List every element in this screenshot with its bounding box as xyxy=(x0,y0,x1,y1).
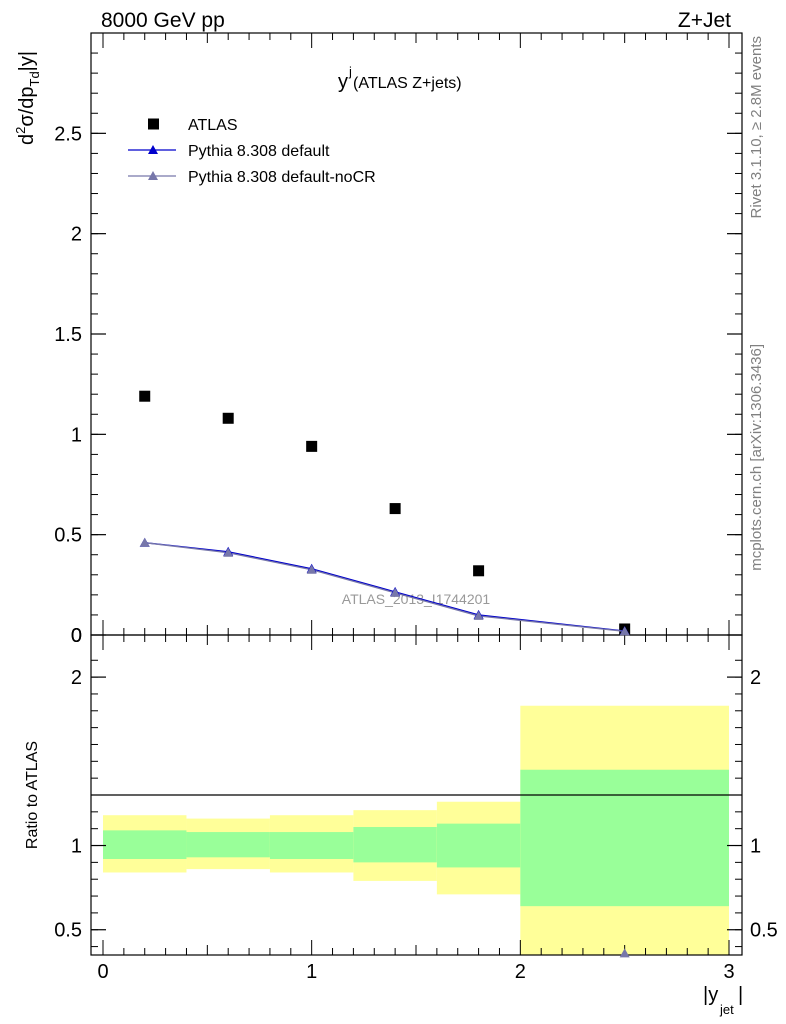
main-series xyxy=(139,390,631,636)
ratio-ylabel: Ratio to ATLAS xyxy=(24,741,41,849)
mc-series-point xyxy=(306,564,317,574)
rivet-label: Rivet 3.1.10, ≥ 2.8M events xyxy=(748,36,765,219)
main-ylabel: d2σ/dpTd|y| xyxy=(13,51,42,145)
ratio-y-tick-label-right: 0.5 xyxy=(750,920,778,942)
atlas-data-point xyxy=(222,412,234,424)
header-right: Z+Jet xyxy=(678,9,731,32)
svg-text:(ATLAS Z+jets): (ATLAS Z+jets) xyxy=(353,75,462,92)
mc-series-point xyxy=(473,610,484,620)
mc-series-line xyxy=(144,542,625,633)
atlas-data-point xyxy=(473,565,485,577)
mc-series-point xyxy=(139,537,150,547)
y-tick-label: 2.5 xyxy=(54,123,82,145)
svg-text:|: | xyxy=(738,984,743,1006)
y-tick-label: 0 xyxy=(71,625,82,647)
atlas-data-point xyxy=(139,390,151,402)
x-axis-title: |y jet | xyxy=(703,984,743,1017)
legend-marker-square xyxy=(148,118,159,130)
y-tick-label-zero: 0 xyxy=(71,625,82,647)
svg-text:j: j xyxy=(348,64,352,79)
svg-text:y: y xyxy=(338,71,348,93)
svg-text:|y: |y xyxy=(703,984,718,1006)
mc-series-point xyxy=(619,626,630,636)
main-axis-ticks: 00.511.522.50 xyxy=(54,33,742,647)
legend-label: Pythia 8.308 default xyxy=(188,143,330,160)
ratio-y-tick-label: 2 xyxy=(71,667,82,689)
ratio-stat-band xyxy=(353,827,437,863)
legend-marker-triangle xyxy=(148,145,158,154)
ratio-y-tick-label-right: 1 xyxy=(750,836,761,858)
svg-text:jet: jet xyxy=(719,1002,734,1017)
x-tick-label: 0 xyxy=(97,961,108,983)
ratio-stat-band xyxy=(186,832,270,858)
y-tick-label: 0.5 xyxy=(54,525,82,547)
ratio-y-tick-label-right: 2 xyxy=(750,667,761,689)
header-left: 8000 GeV pp xyxy=(101,9,225,32)
ratio-points xyxy=(619,948,630,958)
x-tick-label: 2 xyxy=(515,961,526,983)
legend-label: Pythia 8.308 default-noCR xyxy=(188,169,376,186)
ratio-stat-band xyxy=(103,830,187,859)
ratio-bands xyxy=(103,705,729,955)
ratio-mc-point xyxy=(619,948,630,958)
legend-marker-triangle xyxy=(148,171,158,180)
ratio-stat-band xyxy=(436,823,521,868)
y-tick-label: 1 xyxy=(71,424,82,446)
plot-title: y j (ATLAS Z+jets) xyxy=(338,64,462,93)
y-tick-label: 2 xyxy=(71,224,82,246)
mc-series-point xyxy=(223,547,234,557)
ratio-y-tick-label: 1 xyxy=(71,836,82,858)
legend-label: ATLAS xyxy=(188,117,238,134)
legend: ATLAS Pythia 8.308 default Pythia 8.308 de… xyxy=(128,117,376,186)
mc-series-line xyxy=(144,542,625,632)
atlas-data-point xyxy=(389,503,401,515)
x-tick-label: 1 xyxy=(306,961,317,983)
svg-text:d2σ/dpTd|y|: d2σ/dpTd|y| xyxy=(13,51,42,145)
y-tick-label: 1.5 xyxy=(54,324,82,346)
mc-series-point xyxy=(390,587,401,597)
x-tick-label: 3 xyxy=(723,961,734,983)
mcplots-label: mcplots.cern.ch [arXiv:1306.3436] xyxy=(748,344,765,571)
ratio-y-tick-label: 0.5 xyxy=(54,920,82,942)
ratio-axis-ticks: 0.5 0.5 1 1 2 2 0 1 2 3 xyxy=(54,635,778,983)
ratio-stat-band xyxy=(269,832,354,859)
atlas-data-point xyxy=(306,440,318,452)
ratio-stat-band xyxy=(520,769,729,907)
